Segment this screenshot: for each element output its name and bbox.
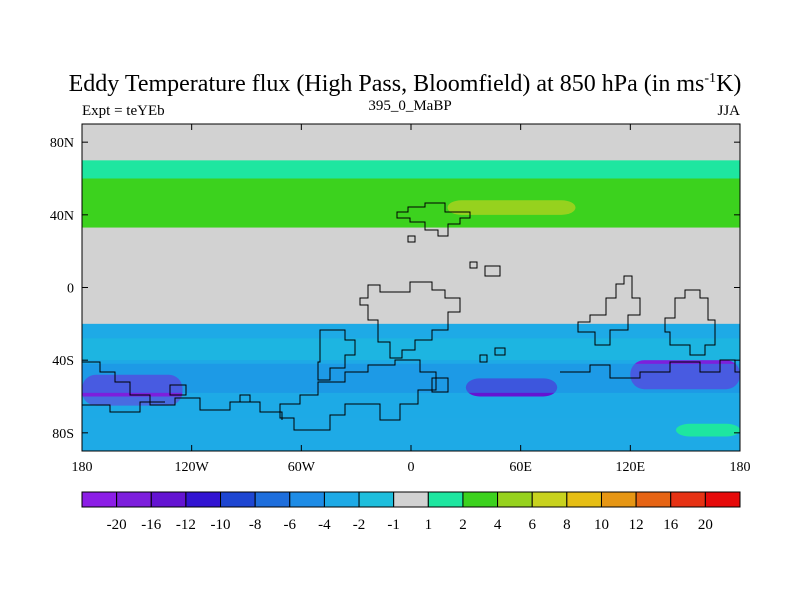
colorbar-label: 4 (494, 517, 502, 533)
colorbar-label: 16 (663, 517, 679, 533)
y-axis: 80N 40N 0 40S 80S (50, 136, 740, 442)
x-tick-label: 0 (408, 460, 415, 475)
colorbar-label: 6 (528, 517, 536, 533)
y-tick-label: 0 (67, 282, 74, 297)
colorbar-swatch (704, 491, 741, 508)
contour-band (447, 200, 576, 215)
y-tick-label: 80S (52, 427, 74, 442)
colorbar-label: -4 (318, 517, 331, 533)
colorbar-label: 10 (594, 517, 609, 533)
colorbar-swatch (254, 491, 291, 508)
colorbar-label: -1 (387, 517, 400, 533)
colorbar-label: -20 (107, 517, 127, 533)
colorbar-swatch (393, 491, 429, 508)
colorbar-swatch (670, 491, 706, 508)
colorbar-swatch (358, 491, 395, 508)
colorbar-swatch (220, 491, 256, 508)
colorbar-swatch (462, 491, 499, 508)
colorbar-label: -10 (211, 517, 231, 533)
y-tick-label: 40S (52, 354, 74, 369)
x-tick-label: 180 (730, 460, 751, 475)
right-subtitle: JJA (717, 103, 740, 119)
colorbar-label: 1 (425, 517, 433, 533)
colorbar-swatch (635, 491, 672, 508)
y-tick-label: 80N (50, 136, 74, 151)
colorbar: -20 -16 -12 -10 -8 -6 -4 -2 -1 1 2 4 6 8 10 12 16 20 (81, 491, 741, 533)
contour-band (82, 363, 740, 393)
contour-band (82, 160, 740, 179)
colorbar-swatch (150, 491, 187, 508)
colorbar-swatch (289, 491, 325, 508)
colorbar-swatch (566, 491, 602, 508)
x-tick-label: 60W (288, 460, 316, 475)
colorbar-swatch (497, 491, 533, 508)
colorbar-label: -6 (284, 517, 297, 533)
colorbar-label: 20 (698, 517, 713, 533)
colorbar-swatch (185, 491, 222, 508)
colorbar-label: 8 (563, 517, 571, 533)
coastlines (82, 202, 740, 431)
x-axis: 180 120W 60W 0 60E 120E 180 (72, 124, 751, 475)
x-tick-label: 120W (175, 460, 210, 475)
contour-bands (82, 160, 740, 451)
colorbar-swatch (531, 491, 568, 508)
colorbar-label: -2 (353, 517, 366, 533)
contour-band (82, 338, 740, 361)
colorbar-label: 2 (459, 517, 467, 533)
colorbar-swatch (81, 491, 118, 508)
y-tick-label: 40N (50, 209, 74, 224)
x-tick-label: 60E (509, 460, 532, 475)
map-field (82, 124, 740, 451)
colorbar-swatch (323, 491, 360, 508)
center-subtitle: 395_0_MaBP (368, 98, 451, 114)
left-subtitle: Expt = teYEb (82, 103, 165, 119)
chart-title-superscript: -1 (704, 71, 716, 86)
colorbar-swatch (600, 491, 637, 508)
colorbar-label: -8 (249, 517, 262, 533)
colorbar-label: -12 (176, 517, 196, 533)
chart-title: Eddy Temperature flux (High Pass, Bloomf… (69, 71, 742, 97)
colorbar-label: -16 (141, 517, 161, 533)
x-tick-label: 120E (616, 460, 646, 475)
contour-band (82, 396, 740, 419)
contour-band (82, 178, 740, 228)
x-tick-label: 180 (72, 460, 93, 475)
colorbar-swatch (427, 491, 464, 508)
colorbar-label: 12 (629, 517, 644, 533)
chart-title-end: K) (716, 71, 741, 97)
chart-title-main: Eddy Temperature flux (High Pass, Bloomf… (69, 71, 705, 97)
colorbar-swatch (116, 491, 152, 508)
contour-band (676, 423, 740, 437)
